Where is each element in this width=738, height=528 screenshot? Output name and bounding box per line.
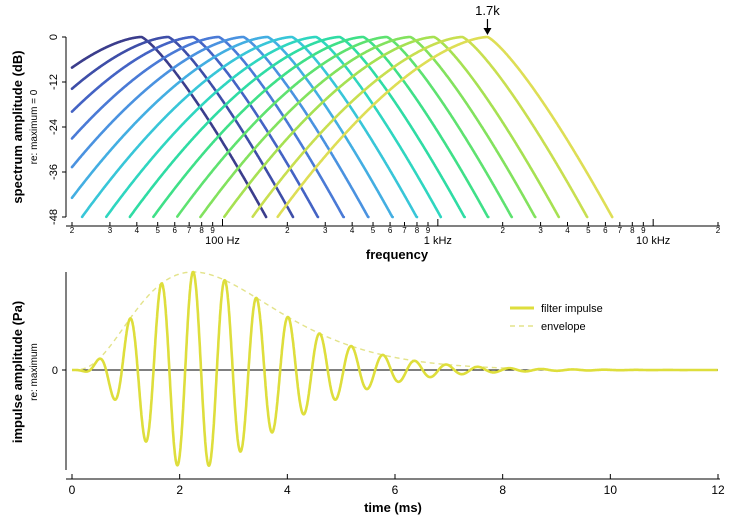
spectrum-x-minor-tick-label: 8 xyxy=(630,226,635,235)
spectrum-panel: 0-12-24-36-48 2 3 4 5 6 7 8 9 2 3 4 5 6 7 8 9 2 3 4 5 6 7 8 9 21… xyxy=(10,3,721,262)
spectrum-x-minor-tick-label: 3 xyxy=(108,226,113,235)
spectrum-x-minor-tick-label: 5 xyxy=(586,226,591,235)
filter-impulse-line xyxy=(71,270,719,467)
impulse-x-tick-label: 2 xyxy=(176,483,183,497)
spectrum-y-tick-label: -36 xyxy=(48,164,60,180)
legend-label-envelope: envelope xyxy=(541,321,586,333)
impulse-x-tick-label: 12 xyxy=(711,483,725,497)
spectrum-curve-210hz xyxy=(80,35,419,219)
legend-label-filter-impulse: filter impulse xyxy=(541,303,603,315)
spectrum-x-minor-tick-label: 7 xyxy=(618,226,623,235)
peak-annotation-label: 1.7k xyxy=(475,3,500,18)
spectrum-curve-580hz xyxy=(176,35,514,219)
impulse-y-sublabel: re: maximum xyxy=(29,343,40,401)
impulse-y-tick-label-zero: 0 xyxy=(52,365,58,377)
spectrum-x-minor-tick-label: 6 xyxy=(603,226,608,235)
spectrum-x-minor-tick-label: 5 xyxy=(155,226,160,235)
spectrum-x-label: frequency xyxy=(366,247,429,262)
spectrum-x-minor-tick-label: 7 xyxy=(187,226,192,235)
spectrum-x-minor-tick-label: 4 xyxy=(135,226,140,235)
spectrum-curve-745hz xyxy=(199,35,537,219)
spectrum-curves xyxy=(70,35,614,219)
spectrum-curve-162hz xyxy=(70,35,394,219)
spectrum-x-minor-tick-label: 4 xyxy=(350,226,355,235)
spectrum-curve-450hz xyxy=(152,35,490,219)
envelope-line xyxy=(72,271,514,371)
spectrum-x-minor-tick-label: 8 xyxy=(199,226,204,235)
spectrum-x-minor-tick-label: 2 xyxy=(716,226,721,235)
peak-annotation-arrow-head xyxy=(483,28,492,35)
impulse-panel: 0 0 2 4 6 8 10 12 time (ms) impulse amplitude … xyxy=(10,270,725,515)
spectrum-y-label: spectrum amplitude (dB) xyxy=(10,50,25,203)
impulse-x-label: time (ms) xyxy=(364,500,422,515)
spectrum-x-major-tick-label: 1 kHz xyxy=(424,235,452,247)
spectrum-curve-42hz xyxy=(70,35,268,219)
spectrum-x-minor-tick-label: 9 xyxy=(641,226,646,235)
spectrum-curve-56hz xyxy=(70,35,295,219)
spectrum-y-axis: 0 -12 -24 -36 -48 xyxy=(48,34,67,225)
spectrum-x-minor-tick-label: 8 xyxy=(415,226,420,235)
spectrum-curve-1300hz xyxy=(251,35,589,219)
impulse-x-tick-label: 10 xyxy=(604,483,618,497)
spectrum-x-minor-tick-label: 2 xyxy=(70,226,75,235)
spectrum-curve-960hz xyxy=(223,35,561,219)
spectrum-x-minor-tick-label: 6 xyxy=(388,226,393,235)
spectrum-x-minor-tick-label: 7 xyxy=(402,226,407,235)
spectrum-curve-1700hz xyxy=(276,35,614,219)
impulse-x-tick-label: 8 xyxy=(499,483,506,497)
spectrum-x-minor-tick-label: 2 xyxy=(285,226,290,235)
spectrum-curve-96hz xyxy=(70,35,346,219)
spectrum-x-minor-tick-label: 5 xyxy=(371,226,376,235)
spectrum-curve-73hz xyxy=(70,35,320,219)
spectrum-y-tick-label: -24 xyxy=(48,119,60,135)
impulse-x-tick-label: 6 xyxy=(392,483,399,497)
impulse-x-tick-label: 0 xyxy=(69,483,76,497)
spectrum-x-minor-tick-label: 9 xyxy=(426,226,431,235)
spectrum-x-minor-tick-label: 6 xyxy=(173,226,178,235)
impulse-legend: filter impulse envelope xyxy=(510,303,603,333)
spectrum-x-minor-tick-label: 2 xyxy=(500,226,505,235)
spectrum-curve-350hz xyxy=(128,35,466,219)
spectrum-y-tick-label: -48 xyxy=(48,209,60,225)
peak-annotation: 1.7k xyxy=(475,3,500,35)
spectrum-x-minor-tick-label: 3 xyxy=(538,226,543,235)
spectrum-y-tick-label: 0 xyxy=(48,34,60,40)
impulse-x-tick-label: 4 xyxy=(284,483,291,497)
spectrum-x-minor-tick-label: 9 xyxy=(210,226,215,235)
spectrum-x-minor-tick-label: 3 xyxy=(323,226,328,235)
spectrum-x-major-tick-label: 10 kHz xyxy=(636,235,670,247)
spectrum-x-major-tick-label: 100 Hz xyxy=(205,235,240,247)
spectrum-x-minor-tick-label: 4 xyxy=(565,226,570,235)
impulse-x-ticks: 0 2 4 6 8 10 12 xyxy=(69,474,725,497)
spectrum-curve-272hz xyxy=(105,35,443,219)
spectrum-y-tick-label: -12 xyxy=(48,74,60,90)
spectrum-y-sublabel: re: maximum = 0 xyxy=(29,89,40,164)
impulse-y-label: impulse amplitude (Pa) xyxy=(10,301,25,443)
